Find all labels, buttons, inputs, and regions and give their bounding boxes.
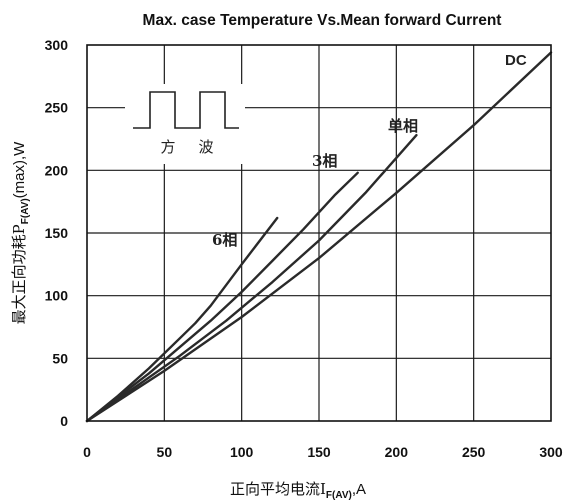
plot-frame [86,44,552,422]
series-line-1 [85,171,359,423]
chart-title: Max. case Temperature Vs.Mean forward Cu… [143,12,502,29]
waveform-inset: 方波 [125,84,245,164]
inset-label-right: 波 [198,138,213,156]
x-tick-label: 150 [307,444,331,460]
series-line-0 [85,216,279,423]
y-tick-label: 50 [52,350,68,366]
series-line-2 [85,133,418,423]
x-tick-labels: 0 50 100 150 200 250 300 [83,444,563,460]
series-label-3: DC [505,52,527,69]
y-tick-labels: 0 50 100 150 200 250 300 [45,37,69,429]
x-tick-label: 200 [385,444,409,460]
series-label-1: 3相 [312,152,337,170]
x-tick-label: 50 [157,444,173,460]
x-axis-label: 正向平均电流IF(AV),A [230,480,366,501]
x-tick-label: 250 [462,444,486,460]
plot-border [86,44,552,422]
square-wave-icon [133,91,239,129]
x-tick-label: 0 [83,444,91,460]
y-tick-label: 200 [45,162,69,178]
y-tick-label: 250 [45,100,69,116]
y-tick-label: 100 [45,288,69,304]
series-label-0: 6相 [212,231,237,249]
series-layer [85,51,553,423]
y-tick-label: 150 [45,225,69,241]
y-tick-label: 300 [45,37,69,53]
y-axis-label: 最大正向功耗PF(AV)(max),W [10,141,31,325]
y-tick-label: 0 [60,413,68,429]
x-tick-label: 300 [539,444,563,460]
x-tick-label: 100 [230,444,254,460]
inset-label-left: 方 [160,138,175,156]
series-line-3 [85,51,553,423]
series-label-2: 单相 [388,117,418,135]
inset-background [125,84,245,164]
series-labels: 6相 3相 单相 DC [212,52,527,249]
